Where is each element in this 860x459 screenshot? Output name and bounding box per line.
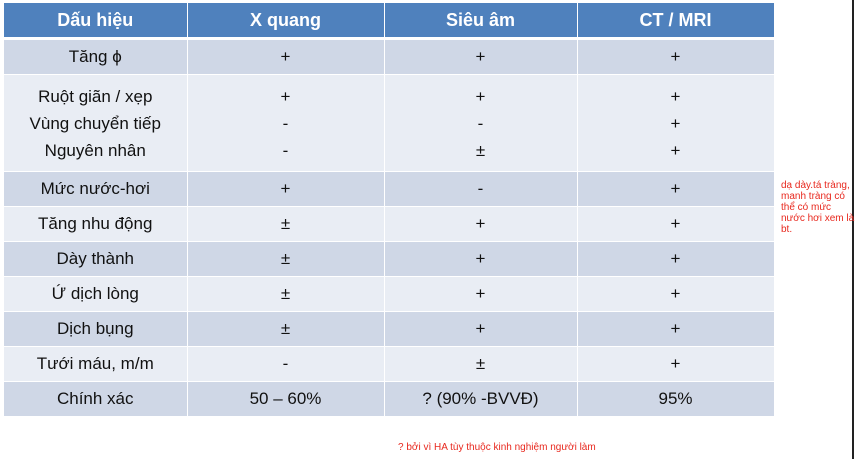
cell-xray: ±: [187, 241, 385, 277]
cell-line: +: [280, 86, 291, 106]
cell-line: +: [670, 354, 681, 373]
cell-line: Ứ dịch lòng: [51, 284, 139, 303]
side-note: dạ dày.tá tràng, manh tràng có thể có mứ…: [781, 180, 855, 235]
table-row: Dày thành ± + +: [4, 241, 775, 277]
cell-line: -: [477, 113, 484, 133]
cell-line: Mức nước-hơi: [40, 179, 150, 198]
cell-xray: +: [187, 38, 385, 75]
cell-line: +: [670, 113, 681, 133]
cell-sign: Ứ dịch lòng: [4, 276, 188, 312]
cell-sign: Chính xác: [4, 381, 188, 417]
cell-sign: Tưới máu, m/m: [4, 346, 188, 382]
header-xray: X quang: [187, 3, 385, 40]
cell-line: -: [282, 354, 289, 373]
cell-xray: +: [187, 171, 385, 207]
cell-line: +: [475, 249, 486, 268]
cell-ct-mri: +: [577, 276, 775, 312]
cell-line: Tăng ϕ: [68, 47, 122, 66]
table-row: Dịch bụng ± + +: [4, 311, 775, 347]
table-header-row: Dấu hiệu X quang Siêu âm CT / MRI: [4, 3, 775, 40]
cell-sign: Ruột giãn / xẹp Vùng chuyển tiếp Nguyên nh…: [4, 74, 188, 172]
cell-line: Ruột giãn / xẹp: [38, 86, 153, 106]
table-row: Mức nước-hơi + - +: [4, 171, 775, 207]
cell-xray: -: [187, 346, 385, 382]
cell-line: +: [670, 319, 681, 338]
cell-ct-mri: +: [577, 206, 775, 242]
table-row: Chính xác 50 – 60% ? (90% -BVVĐ) 95%: [4, 381, 775, 417]
cell-line: +: [670, 284, 681, 303]
table-row: Tưới máu, m/m - ± +: [4, 346, 775, 382]
cell-line: ±: [475, 354, 486, 373]
cell-sign: Dịch bụng: [4, 311, 188, 347]
header-sign: Dấu hiệu: [4, 3, 188, 40]
cell-line: +: [280, 47, 291, 66]
cell-xray: + - -: [187, 74, 385, 172]
table-row: Ruột giãn / xẹp Vùng chuyển tiếp Nguyên nh…: [4, 74, 775, 172]
cell-ultrasound: +: [384, 276, 578, 312]
cell-line: Dày thành: [56, 249, 135, 268]
cell-line: +: [280, 179, 291, 198]
cell-line: -: [477, 179, 484, 198]
comparison-table: Dấu hiệu X quang Siêu âm CT / MRI Tăng ϕ…: [4, 3, 775, 417]
table-body: Tăng ϕ + + + Ruột giãn / xẹp Vùng chuyển tiếp…: [4, 38, 775, 417]
cell-line: Nguyên nhân: [44, 140, 146, 160]
cell-line: ±: [475, 140, 486, 160]
table-row: Tăng ϕ + + +: [4, 38, 775, 75]
cell-ct-mri: + + +: [577, 74, 775, 172]
cell-line: ±: [280, 214, 291, 233]
header-ct-mri: CT / MRI: [577, 3, 775, 40]
cell-sign: Mức nước-hơi: [4, 171, 188, 207]
cell-xray: ±: [187, 276, 385, 312]
foot-note: ? bởi vì HA tùy thuộc kinh nghiệm người …: [398, 442, 596, 453]
cell-line: +: [475, 86, 486, 106]
cell-ct-mri: +: [577, 311, 775, 347]
cell-ultrasound: + - ±: [384, 74, 578, 172]
table-row: Tăng nhu động ± + +: [4, 206, 775, 242]
cell-ultrasound: ? (90% -BVVĐ): [384, 381, 578, 417]
cell-ct-mri: +: [577, 241, 775, 277]
table-row: Ứ dịch lòng ± + +: [4, 276, 775, 312]
cell-line: ? (90% -BVVĐ): [422, 389, 539, 408]
cell-xray: 50 – 60%: [187, 381, 385, 417]
cell-ct-mri: +: [577, 171, 775, 207]
cell-line: +: [670, 140, 681, 160]
cell-line: +: [475, 214, 486, 233]
cell-ct-mri: 95%: [577, 381, 775, 417]
cell-ct-mri: +: [577, 38, 775, 75]
cell-ultrasound: +: [384, 206, 578, 242]
cell-line: Tăng nhu động: [38, 214, 153, 233]
cell-ultrasound: +: [384, 38, 578, 75]
cell-line: +: [670, 47, 681, 66]
header-ultrasound: Siêu âm: [384, 3, 578, 40]
cell-line: +: [475, 47, 486, 66]
cell-line: ±: [280, 249, 291, 268]
cell-line: +: [475, 319, 486, 338]
cell-ct-mri: +: [577, 346, 775, 382]
cell-ultrasound: -: [384, 171, 578, 207]
slide-border: [852, 0, 854, 459]
cell-ultrasound: +: [384, 241, 578, 277]
cell-sign: Tăng nhu động: [4, 206, 188, 242]
cell-line: +: [670, 214, 681, 233]
cell-line: Dịch bụng: [56, 319, 134, 338]
cell-xray: ±: [187, 206, 385, 242]
cell-sign: Dày thành: [4, 241, 188, 277]
cell-line: +: [670, 249, 681, 268]
cell-line: -: [282, 113, 289, 133]
cell-line: ±: [280, 319, 291, 338]
cell-line: +: [670, 179, 681, 198]
cell-line: 95%: [658, 389, 693, 408]
cell-line: +: [670, 86, 681, 106]
cell-line: ±: [280, 284, 291, 303]
cell-line: Chính xác: [56, 389, 134, 408]
cell-line: +: [475, 284, 486, 303]
cell-line: Vùng chuyển tiếp: [29, 113, 161, 133]
cell-line: Tưới máu, m/m: [36, 354, 154, 373]
cell-ultrasound: ±: [384, 346, 578, 382]
cell-line: -: [282, 140, 289, 160]
cell-xray: ±: [187, 311, 385, 347]
cell-sign: Tăng ϕ: [4, 38, 188, 75]
cell-line: 50 – 60%: [249, 389, 322, 408]
cell-ultrasound: +: [384, 311, 578, 347]
